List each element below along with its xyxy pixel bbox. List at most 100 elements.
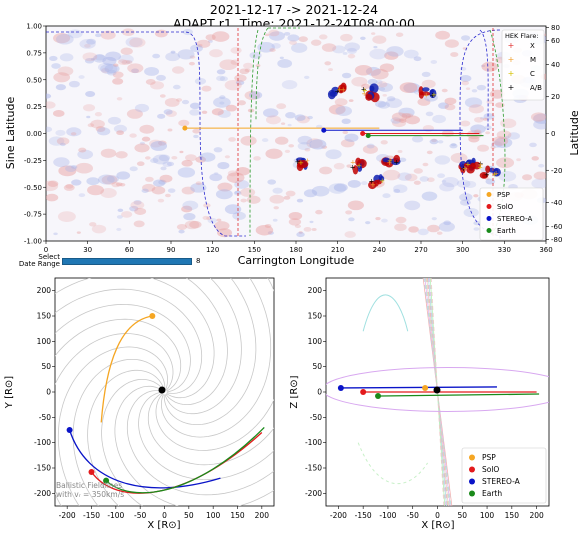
magnetic-patch bbox=[65, 183, 74, 189]
y-tick-labels: -1.00 -0.75 -0.50 -0.25 0.00 0.25 0.50 0.75 1.00 bbox=[24, 23, 46, 246]
sc-legend-label: STEREO-A bbox=[497, 215, 533, 223]
slider-track[interactable] bbox=[62, 258, 192, 265]
y-tick-label: 0.25 bbox=[26, 103, 42, 111]
magnetic-patch bbox=[189, 102, 201, 109]
magnetic-patch bbox=[470, 124, 486, 134]
magnetic-patch bbox=[195, 181, 202, 186]
magnetic-patch bbox=[377, 82, 394, 93]
magnetic-patch bbox=[90, 119, 105, 129]
y-tick-label: -0.75 bbox=[24, 211, 42, 219]
magnetic-patch bbox=[164, 98, 180, 107]
parker-spiral bbox=[55, 318, 182, 392]
magnetic-patch bbox=[430, 60, 438, 65]
magnetic-patch bbox=[450, 152, 468, 163]
magnetic-patch bbox=[386, 96, 396, 102]
magnetic-patch bbox=[228, 137, 236, 142]
magnetic-patch bbox=[84, 57, 95, 64]
x-tick-label: -50 bbox=[134, 511, 146, 520]
x-tick-label: 60 bbox=[125, 246, 134, 254]
magnetic-patch bbox=[369, 48, 387, 60]
magnetic-patch bbox=[272, 218, 278, 222]
magnetic-patch bbox=[311, 185, 330, 197]
magnetic-patch bbox=[65, 165, 77, 173]
magnetic-patch bbox=[53, 157, 70, 168]
magnetic-patch bbox=[429, 139, 439, 145]
magnetic-patch bbox=[249, 51, 262, 59]
magnetic-patch bbox=[240, 198, 247, 203]
magnetic-patch bbox=[95, 126, 106, 132]
parker-spiral bbox=[164, 278, 242, 415]
magnetic-patch bbox=[113, 124, 128, 133]
magnetic-patch bbox=[403, 82, 421, 94]
magnetic-patch bbox=[75, 162, 93, 174]
y-tick-label: 100 bbox=[37, 337, 52, 346]
magnetic-patch bbox=[268, 29, 280, 37]
magnetic-patch bbox=[206, 216, 213, 221]
y-tick-label: 0 bbox=[317, 388, 322, 397]
magnetic-patch bbox=[489, 89, 506, 99]
magnetic-patch bbox=[459, 74, 472, 82]
magnetic-patch bbox=[365, 66, 381, 76]
magnetic-patch bbox=[197, 43, 203, 47]
magnetic-patch bbox=[384, 51, 399, 60]
magnetic-patch bbox=[216, 69, 226, 75]
magnetic-patch bbox=[46, 180, 59, 192]
magnetic-patch bbox=[431, 217, 437, 221]
magnetic-patch bbox=[82, 52, 98, 62]
magnetic-patch bbox=[219, 59, 238, 71]
carrington-map: +++ +++ +++++ ++ +++ +++++++++ +++++ 0 30 60 90 12… bbox=[4, 23, 581, 268]
active-region-patch bbox=[482, 173, 487, 179]
magnetic-patch bbox=[112, 77, 124, 85]
magnetic-patch bbox=[154, 29, 168, 38]
x-axis-label: Carrington Longitude bbox=[238, 254, 355, 267]
xz-x-ticks: -200 -150 -100 -50 0 50 100 150 200 bbox=[330, 506, 544, 520]
magnetic-patch bbox=[171, 66, 185, 74]
magnetic-patch bbox=[360, 36, 366, 40]
position-earth bbox=[103, 477, 110, 484]
magnetic-patch bbox=[157, 140, 167, 146]
magnetic-patch bbox=[437, 140, 444, 144]
magnetic-patch bbox=[397, 172, 412, 181]
magnetic-patch bbox=[294, 114, 306, 122]
flare-marker: + bbox=[465, 160, 471, 168]
fieldline-psp bbox=[100, 315, 153, 423]
magnetic-patch bbox=[217, 182, 233, 192]
magnetic-patch bbox=[347, 179, 361, 188]
magnetic-patch bbox=[207, 39, 213, 43]
magnetic-patch bbox=[257, 42, 275, 53]
magnetic-patch bbox=[347, 53, 356, 59]
magnetic-patch bbox=[405, 113, 414, 118]
magnetic-patch bbox=[271, 43, 281, 49]
active-region-patch bbox=[365, 93, 373, 101]
x-tick-label: 330 bbox=[498, 246, 511, 254]
magnetic-patch bbox=[84, 43, 91, 48]
magnetic-patch bbox=[333, 183, 348, 192]
magnetic-patch bbox=[100, 30, 116, 40]
position-psp bbox=[149, 313, 156, 319]
flare-marker: + bbox=[431, 91, 437, 99]
magnetic-patch bbox=[444, 97, 457, 105]
hek-legend-symbol: + bbox=[508, 69, 515, 78]
x-tick-label: 0 bbox=[162, 511, 167, 520]
magnetic-patch bbox=[159, 174, 173, 183]
magnetic-patch bbox=[53, 72, 71, 83]
magnetic-patch bbox=[344, 42, 361, 52]
x-tick-label: 210 bbox=[331, 246, 344, 254]
y-tick-label: -0.25 bbox=[24, 157, 42, 165]
magnetic-patch bbox=[48, 136, 65, 146]
magnetic-patch bbox=[276, 103, 287, 110]
magnetic-patch bbox=[160, 166, 167, 171]
magnetic-patch bbox=[398, 118, 407, 123]
xz-position-stereo-a bbox=[337, 384, 344, 391]
magnetic-patch bbox=[496, 130, 512, 140]
magnetic-patch bbox=[309, 139, 327, 150]
magnetic-patch bbox=[462, 47, 467, 50]
magnetic-patch bbox=[303, 189, 318, 198]
magnetic-patch bbox=[413, 180, 421, 185]
x-tick-label: 100 bbox=[206, 511, 221, 520]
magnetic-patch bbox=[289, 40, 297, 45]
xz-legend: PSP SolO STEREO-A Earth bbox=[461, 447, 547, 504]
magnetic-patch bbox=[89, 222, 97, 227]
magnetic-patch bbox=[421, 79, 436, 89]
magnetic-patch bbox=[393, 184, 408, 194]
